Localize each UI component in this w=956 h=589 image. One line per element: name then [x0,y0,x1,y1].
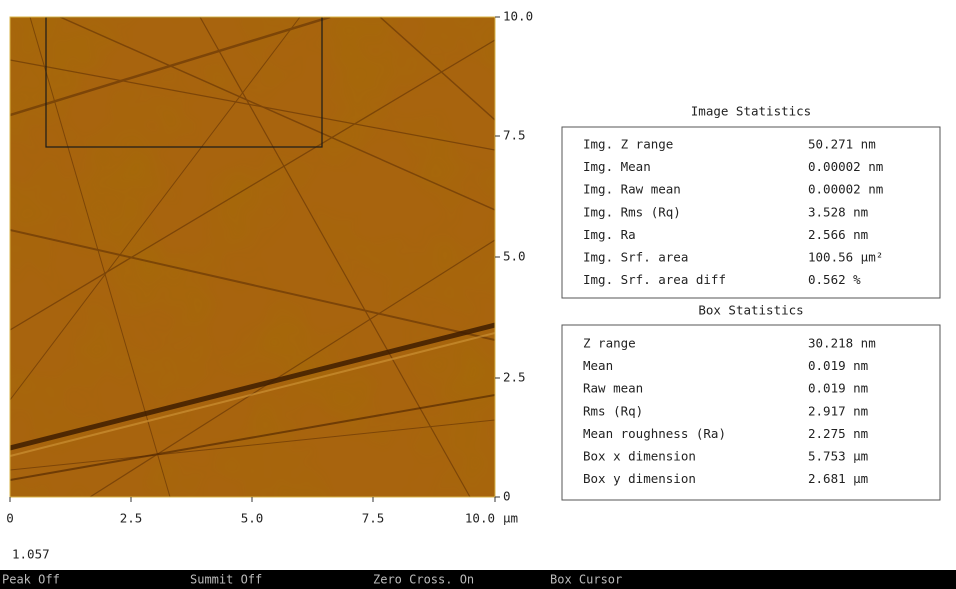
stat-label: Box y dimension [583,471,696,486]
x-tick-label: 0 [6,511,14,526]
stat-value: 2.566 nm [808,227,868,242]
y-tick-label: 7.5 [503,128,526,143]
stat-label: Box x dimension [583,449,696,464]
stat-value: 2.917 nm [808,403,868,418]
stat-value: 30.218 nm [808,336,876,351]
scale-value: 1.057 [12,547,50,562]
stat-label: Img. Srf. area [583,250,688,265]
x-unit: µm [503,511,518,526]
status-bar [0,570,956,589]
x-tick-label: 2.5 [120,511,143,526]
stat-value: 0.019 nm [808,358,868,373]
stat-label: Rms (Rq) [583,403,643,418]
stat-value: 3.528 nm [808,204,868,219]
stat-value: 0.019 nm [808,381,868,396]
stat-value: 2.275 nm [808,426,868,441]
stat-label: Img. Rms (Rq) [583,204,681,219]
y-tick-label: 10.0 [503,9,533,24]
stat-value: 0.562 % [808,272,861,287]
x-tick-label: 5.0 [241,511,264,526]
x-tick-label: 7.5 [362,511,385,526]
stat-label: Z range [583,336,636,351]
stat-label: Raw mean [583,381,643,396]
stat-value: 50.271 nm [808,137,876,152]
stat-label: Img. Mean [583,159,651,174]
stat-label: Mean [583,358,613,373]
x-tick-label: 10.0 [465,511,495,526]
afm-window: 1.057 10.0 7.5 5.0 2.5 0 0 2.5 5.0 7.5 10.0 µm Imag… [0,0,956,589]
stat-label: Mean roughness (Ra) [583,426,726,441]
stat-value: 2.681 µm [808,471,868,486]
status-item[interactable]: Box Cursor [550,573,622,587]
status-item[interactable]: Peak Off [2,573,60,587]
stats-title: Box Statistics [698,303,803,318]
stat-label: Img. Raw mean [583,182,681,197]
afm-image [10,17,495,497]
stat-value: 5.753 µm [808,449,868,464]
stats-title: Image Statistics [691,104,811,119]
y-tick-label: 5.0 [503,249,526,264]
status-item[interactable]: Summit Off [190,573,262,587]
y-tick-label: 2.5 [503,370,526,385]
stat-label: Img. Srf. area diff [583,272,726,287]
status-item[interactable]: Zero Cross. On [373,573,474,587]
stat-value: 0.00002 nm [808,159,883,174]
y-tick-label: 0 [503,489,511,504]
stat-value: 100.56 µm² [808,250,883,265]
stat-label: Img. Ra [583,227,636,242]
stat-label: Img. Z range [583,137,673,152]
stat-value: 0.00002 nm [808,182,883,197]
